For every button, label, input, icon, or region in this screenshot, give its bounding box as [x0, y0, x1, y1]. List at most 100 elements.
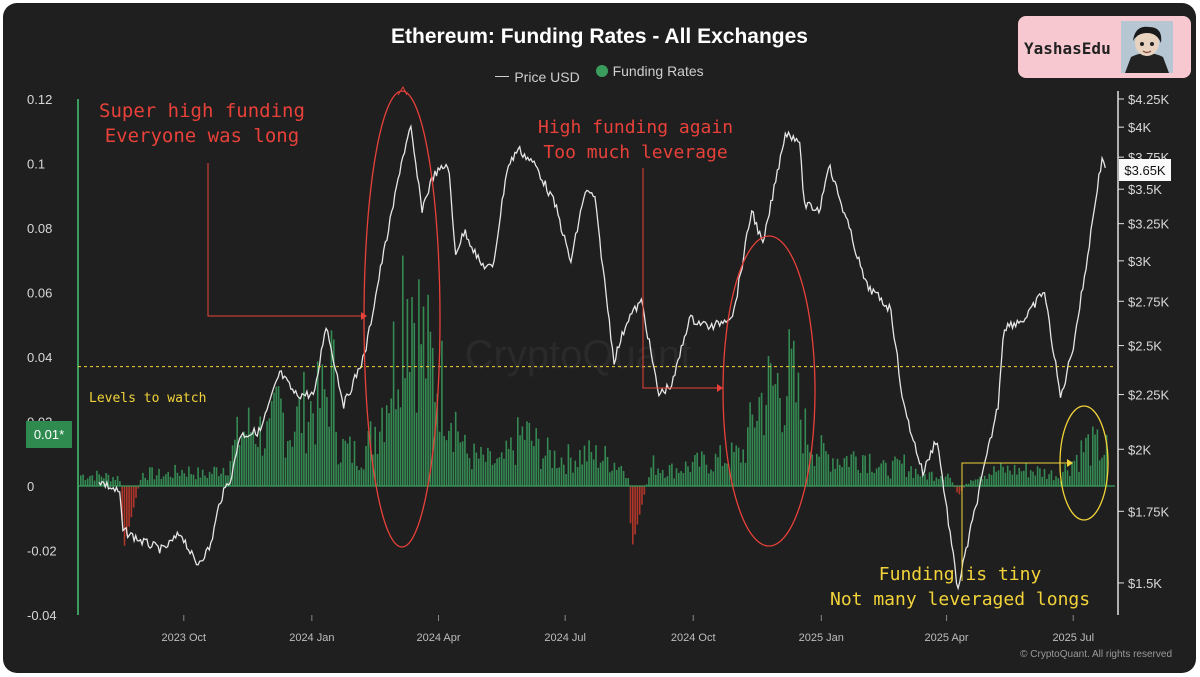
funding-bar	[176, 472, 179, 486]
funding-bar	[1002, 466, 1004, 486]
funding-bar	[901, 463, 903, 486]
legend-price[interactable]: Price USD	[495, 69, 580, 85]
funding-bar	[556, 468, 558, 486]
funding-bar	[862, 455, 864, 486]
funding-bar	[820, 435, 823, 486]
funding-bar	[494, 463, 496, 486]
funding-bar	[747, 427, 749, 486]
funding-bar	[268, 418, 271, 486]
funding-bar	[250, 431, 252, 486]
funding-bar	[190, 474, 192, 486]
funding-bar	[353, 441, 356, 486]
funding-bar	[560, 457, 563, 486]
funding-bar	[684, 461, 687, 486]
funding-bar	[1000, 463, 1002, 486]
y-left-tick-label: 0.1	[27, 157, 45, 172]
funding-bar	[448, 430, 450, 486]
funding-bar	[586, 461, 588, 486]
funding-bar	[678, 472, 680, 486]
funding-bar	[806, 444, 809, 486]
funding-bar	[243, 431, 245, 486]
funding-bar	[247, 407, 250, 486]
funding-bar	[696, 452, 698, 486]
funding-bar	[314, 444, 317, 486]
funding-bar	[245, 434, 248, 486]
funding-bar	[1075, 454, 1078, 486]
avatar	[1121, 21, 1173, 73]
funding-bar	[875, 468, 878, 486]
funding-bar	[967, 483, 970, 486]
x-tick-label: 2025 Jul	[1052, 632, 1094, 644]
chart-frame: CryptoQuant 0.120.10.080.060.040.020-0.0…	[3, 3, 1196, 673]
funding-bar	[519, 435, 521, 486]
y-right-tick-label: $2.5K	[1128, 339, 1162, 354]
funding-bar	[105, 472, 107, 486]
funding-bar	[188, 466, 190, 486]
funding-bar	[1020, 471, 1023, 486]
funding-bar	[726, 463, 728, 486]
funding-bar	[673, 478, 675, 486]
funding-bar	[928, 472, 931, 486]
funding-bar	[648, 477, 650, 486]
funding-bar	[661, 469, 664, 486]
funding-bar	[891, 460, 894, 486]
funding-bar	[91, 475, 94, 486]
funding-bar	[864, 455, 866, 486]
funding-bar	[427, 294, 429, 486]
funding-bar	[130, 486, 133, 518]
funding-bar	[381, 407, 383, 486]
funding-bar	[264, 448, 266, 486]
funding-bar	[765, 404, 767, 486]
funding-bar	[1050, 470, 1053, 486]
funding-bar	[425, 378, 427, 486]
funding-bar	[98, 474, 100, 486]
funding-bar	[183, 473, 186, 486]
funding-bar	[158, 468, 160, 486]
funding-bar	[981, 479, 984, 486]
funding-bar	[533, 446, 535, 486]
funding-bar	[109, 481, 112, 486]
funding-bar	[195, 479, 197, 486]
funding-bar	[438, 431, 441, 486]
funding-bar	[1064, 464, 1066, 486]
funding-bar	[360, 467, 363, 486]
funding-bar	[675, 468, 678, 486]
funding-bar	[546, 437, 549, 486]
funding-bar	[926, 479, 928, 486]
funding-bar	[293, 431, 296, 486]
funding-bar	[466, 453, 468, 486]
funding-bar	[365, 445, 367, 486]
funding-bar	[917, 474, 919, 486]
funding-bar	[668, 465, 671, 486]
funding-bar	[1036, 466, 1039, 486]
funding-bar	[330, 330, 333, 486]
funding-bar	[344, 440, 347, 486]
funding-bar	[1043, 468, 1046, 486]
current-funding-box	[26, 421, 72, 448]
funding-bar	[123, 486, 126, 546]
funding-bar	[402, 255, 404, 486]
funding-bar	[303, 371, 305, 486]
funding-bar	[337, 464, 340, 486]
funding-bar	[896, 458, 899, 486]
funding-bar	[919, 476, 922, 486]
funding-bar	[535, 428, 537, 486]
funding-bar	[956, 486, 958, 493]
funding-bar	[346, 443, 349, 486]
funding-bar	[307, 421, 310, 486]
current-price-box	[1119, 159, 1171, 181]
funding-bar	[707, 473, 710, 486]
legend-funding[interactable]: Funding Rates	[595, 63, 704, 79]
funding-bar	[231, 445, 234, 486]
funding-bar	[484, 461, 487, 486]
annotation-tiny: Funding is tiny Not many leveraged longs	[830, 562, 1090, 612]
funding-bar	[781, 432, 784, 486]
ellipse-top-marker	[397, 85, 408, 96]
funding-bar	[503, 458, 505, 486]
funding-bar	[818, 456, 820, 486]
funding-bar	[234, 439, 236, 486]
funding-bar	[908, 471, 910, 486]
funding-bar	[737, 447, 740, 486]
funding-bar	[958, 486, 961, 495]
funding-bar	[1066, 470, 1069, 486]
